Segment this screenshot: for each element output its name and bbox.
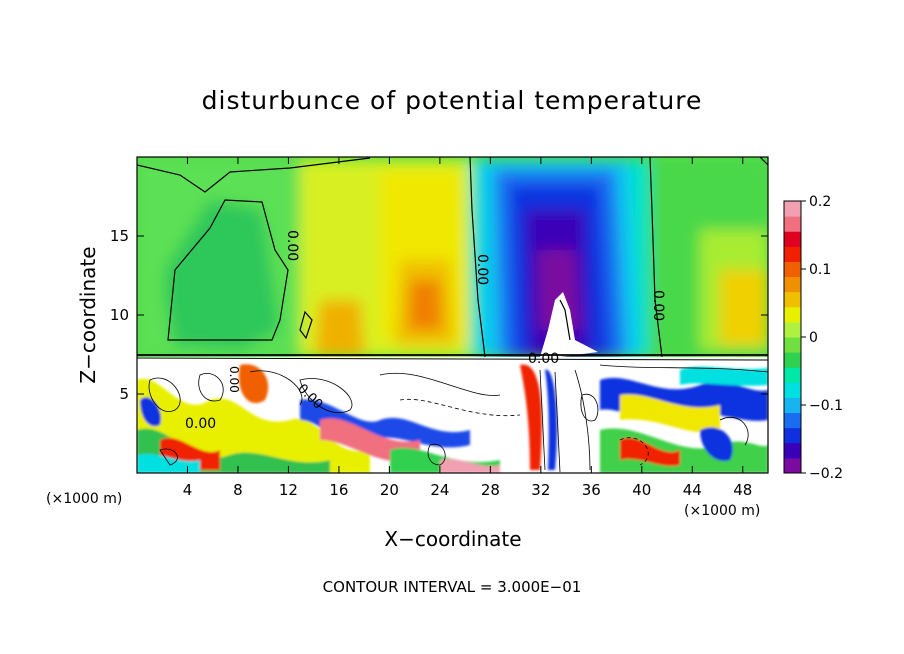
- contour-label: 0.00: [650, 290, 666, 321]
- chart-title: disturbunce of potential temperature: [201, 86, 703, 115]
- colorbar-swatch: [784, 352, 801, 368]
- colorbar-tick-label: 0.1: [809, 262, 831, 278]
- colorbar-tick-label: −0.1: [809, 398, 843, 414]
- colorbar-tick-label: −0.2: [809, 466, 843, 482]
- colorbar-swatch: [784, 382, 801, 398]
- colorbar-swatch: [784, 261, 801, 278]
- y-tick-label: 10: [110, 306, 129, 324]
- contour-label: 0.00: [185, 416, 216, 432]
- y-axis-label: Z−coordinate: [76, 246, 100, 384]
- x-tick-label: 48: [733, 481, 752, 499]
- colorbar-swatch: [784, 337, 801, 353]
- contour-label: 0.00: [528, 351, 559, 367]
- colorbar-swatch: [784, 231, 801, 247]
- x-tick-label: 44: [683, 481, 702, 499]
- y-axis-ticks: 5 10 15: [110, 227, 768, 403]
- x-tick-label: 4: [183, 481, 193, 499]
- x-tick-label: 8: [233, 481, 243, 499]
- x-unit-label-left: (×1000 m): [46, 491, 123, 507]
- colorbar-swatch: [784, 321, 801, 338]
- colorbar-swatch: [784, 201, 801, 217]
- x-tick-label: 32: [531, 481, 550, 499]
- x-tick-label: 40: [632, 481, 651, 499]
- y-tick-label: 5: [119, 385, 129, 403]
- colorbar: 0.2 0.1 0 −0.1 −0.2: [783, 194, 843, 482]
- x-tick-label: 12: [279, 481, 298, 499]
- x-tick-label: 24: [430, 481, 449, 499]
- colorbar-swatch: [784, 246, 801, 262]
- colorbar-swatch: [784, 291, 801, 308]
- colorbar-swatch: [784, 442, 801, 459]
- colorbar-tick-label: 0: [809, 330, 818, 346]
- colorbar-swatch: [784, 306, 801, 323]
- heatmap-field: 0.00 0.00 0.00 0.00 0.00 0.00 0.00: [137, 157, 768, 473]
- colorbar-swatch: [784, 367, 801, 383]
- y-tick-label: 15: [110, 227, 129, 245]
- colorbar-tick-label: 0.2: [809, 194, 831, 210]
- colorbar-swatch: [784, 412, 801, 429]
- x-unit-label-right: (×1000 m): [684, 503, 761, 519]
- x-axis-ticks: 4 8 12 16 20 24 28 32 36 40 44 48: [183, 157, 752, 499]
- colorbar-swatch: [784, 276, 801, 293]
- colorbar-swatch: [784, 216, 801, 232]
- contour-label: 0.00: [227, 366, 241, 393]
- colorbar-swatch: [784, 457, 801, 474]
- contour-label: 0.00: [284, 230, 300, 261]
- contour-label: 0.00: [474, 254, 490, 285]
- x-axis-label: X−coordinate: [384, 527, 522, 551]
- colorbar-swatch: [784, 427, 801, 444]
- colorbar-swatch: [784, 397, 801, 414]
- x-tick-label: 28: [481, 481, 500, 499]
- x-tick-label: 36: [582, 481, 601, 499]
- x-tick-label: 20: [380, 481, 399, 499]
- contour-interval-note: CONTOUR INTERVAL = 3.000E−01: [322, 578, 582, 596]
- x-tick-label: 16: [329, 481, 348, 499]
